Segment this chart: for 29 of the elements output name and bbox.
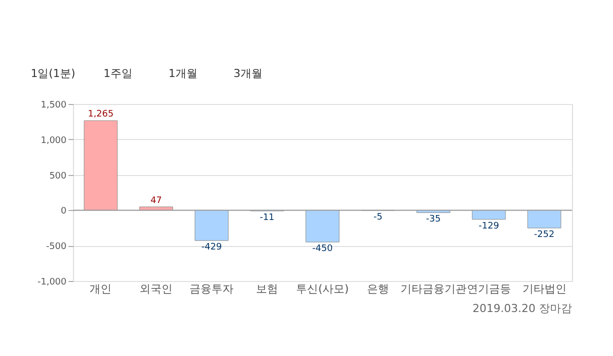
- x-tick-label: 투신(사모): [296, 282, 349, 296]
- x-tick-label: 금융투자: [190, 282, 234, 296]
- data-label: 47: [150, 196, 162, 206]
- data-label: -450: [312, 244, 333, 254]
- text: 1일(1분): [30, 67, 76, 80]
- x-tick-label: 기타금융기관: [400, 282, 466, 296]
- x-tick-label: 보험: [256, 282, 278, 296]
- x-tick-label: 은행: [366, 282, 389, 296]
- data-label: -129: [478, 221, 500, 232]
- y-tick-label: 500: [49, 171, 67, 182]
- text: 2019.03.20 장마감: [472, 302, 572, 315]
- y-tick-label: 1,500: [40, 100, 67, 110]
- data-label: -5: [373, 212, 382, 223]
- x-tick-label: 개인: [90, 282, 112, 296]
- y-tick-label: -500: [46, 242, 67, 252]
- y-tick-label: 1,000: [40, 136, 67, 146]
- text: 1주일: [104, 67, 132, 80]
- data-label: -11: [260, 212, 274, 223]
- x-tick-label: 연기금등: [466, 282, 511, 296]
- x-tick-label: 기타법인: [522, 282, 566, 296]
- y-tick-label: 0: [60, 206, 67, 217]
- x-tick-label: 외국인: [140, 282, 173, 296]
- y-tick-label: -1,000: [37, 278, 67, 288]
- text: 1개월: [168, 67, 198, 80]
- data-label: -429: [201, 242, 222, 253]
- data-label: 1,265: [88, 110, 114, 120]
- data-label: -252: [534, 230, 554, 240]
- text: 3개월: [234, 67, 262, 80]
- data-label: -35: [426, 214, 441, 225]
